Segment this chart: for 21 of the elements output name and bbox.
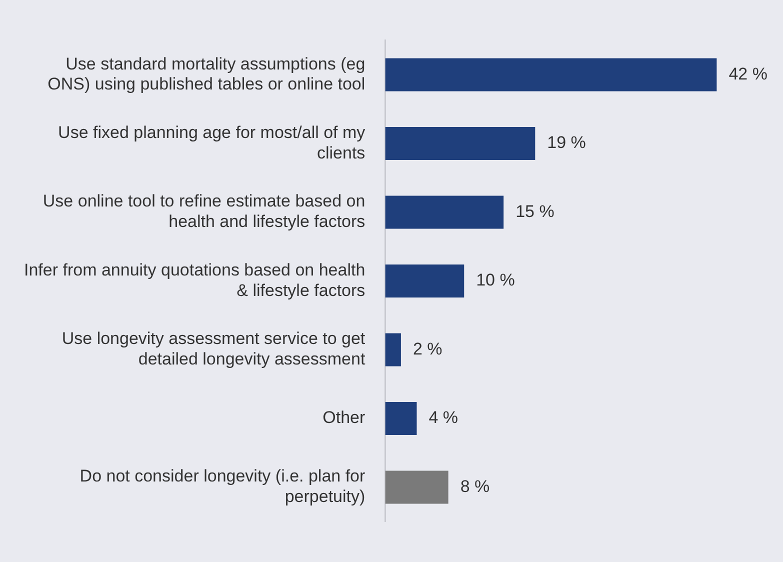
y-tick-label: Do not consider longevity (i.e. plan for perpetuity) <box>80 466 366 506</box>
y-tick-label: Use fixed planning age for most/all of my clients <box>58 123 366 162</box>
data-label: 8 % <box>460 476 490 496</box>
bar <box>385 333 401 366</box>
data-label: 42 % <box>728 64 768 84</box>
bar <box>385 196 504 229</box>
y-tick-label: Use standard mortality assumptions (eg ONS) using published tables or online tool <box>48 54 366 94</box>
y-tick-label: Other <box>322 408 366 428</box>
bar <box>385 470 448 504</box>
data-label: 2 % <box>412 339 442 358</box>
bar <box>385 127 536 160</box>
bar <box>385 264 464 298</box>
data-label: 4 % <box>428 408 458 428</box>
bar <box>385 402 417 435</box>
data-label: 15 % <box>516 202 554 221</box>
y-tick-label: Use longevity assessment service to get detailed longevity assessment <box>62 329 366 369</box>
data-label: 10 % <box>476 270 515 290</box>
y-tick-label: Use online tool to refine estimate based on health and lifestyle factors <box>42 192 366 232</box>
bar <box>385 58 717 92</box>
data-label: 19 % <box>547 133 586 152</box>
y-tick-label: Infer from annuity quotations based on health & lifestyle factors <box>24 260 366 300</box>
